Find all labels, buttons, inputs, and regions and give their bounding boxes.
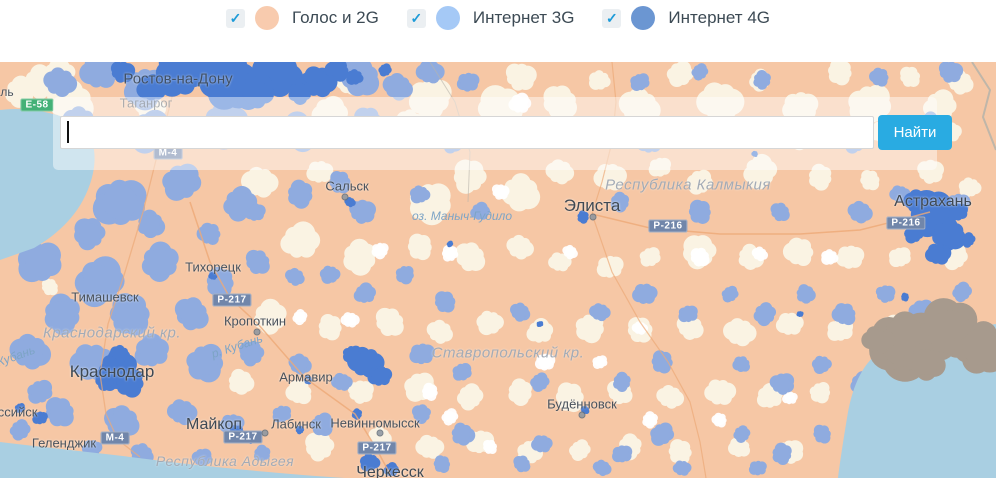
legend-label-4g: Интернет 4G [668,8,770,27]
legend-checkbox-4g[interactable]: ✓ [602,8,622,28]
legend-item-3g: ✓ Интернет 3G [406,5,575,31]
checkmark-icon: ✓ [606,10,618,26]
legend-checkbox-2g[interactable]: ✓ [226,8,245,28]
legend-checkbox-3g[interactable]: ✓ [406,8,426,28]
legend-bar: ✓ Голос и 2G ✓ Интернет 3G ✓ Интернет 4G [0,0,996,62]
checkmark-icon: ✓ [410,10,423,26]
coverage-2g-swatch-icon [255,6,279,30]
legend-item-4g: ✓ Интернет 4G [602,5,770,31]
coverage-3g-swatch-icon [435,6,460,30]
search-button[interactable]: Найти [878,115,952,150]
legend-label-2g: Голос и 2G [292,8,379,27]
search-input[interactable] [60,116,874,149]
coverage-4g-swatch-icon [631,6,656,30]
text-caret [67,121,69,143]
search-panel: Найти [53,97,952,170]
legend-item-2g: ✓ Голос и 2G [226,5,379,31]
checkmark-icon: ✓ [229,10,242,26]
legend-label-3g: Интернет 3G [472,8,575,27]
